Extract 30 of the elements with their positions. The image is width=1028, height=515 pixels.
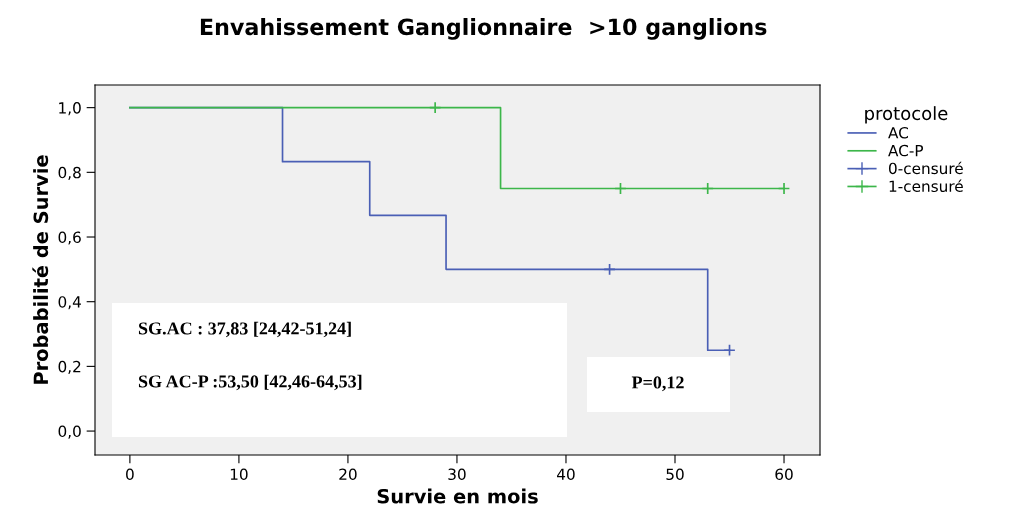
annotation: SG.AC : 37,83 [24,42-51,24] <box>138 321 351 338</box>
x-tick-label: 0 <box>126 468 134 481</box>
x-axis-title: Survie en mois <box>377 488 538 504</box>
legend-label: AC-P <box>888 144 924 157</box>
point <box>701 182 714 195</box>
y-tick-label: 1,0 <box>59 102 81 116</box>
point <box>428 101 442 114</box>
y-tick-label: 0,6 <box>58 231 81 245</box>
y-tick-label: 0,8 <box>58 166 81 180</box>
point <box>723 343 736 357</box>
annotation: SG AC-P :53,50 [42,46-64,53] <box>138 374 362 391</box>
y-axis-title: Probabilité de Survie <box>32 155 49 384</box>
y-tick-label: 0,4 <box>58 296 81 310</box>
annotation: P=0,12 <box>631 376 684 392</box>
point <box>614 182 627 195</box>
legend-label: 1-censuré <box>889 179 963 193</box>
legend-title: protocole <box>865 106 948 124</box>
chart-title: Envahissement Ganglionnaire >10 ganglions <box>200 18 767 40</box>
y-tick-label: 0,2 <box>58 360 81 374</box>
point <box>777 182 791 195</box>
legend-label: AC <box>888 126 908 139</box>
point <box>603 263 616 276</box>
x-tick-label: 50 <box>666 468 684 481</box>
legend-label: 0-censuré <box>888 161 963 175</box>
x-tick-label: 60 <box>775 468 793 481</box>
x-tick-label: 10 <box>230 468 248 481</box>
x-tick-label: 20 <box>339 468 357 481</box>
x-tick-label: 30 <box>448 468 466 481</box>
x-tick-label: 40 <box>557 468 575 481</box>
y-tick-label: 0,0 <box>58 425 81 439</box>
